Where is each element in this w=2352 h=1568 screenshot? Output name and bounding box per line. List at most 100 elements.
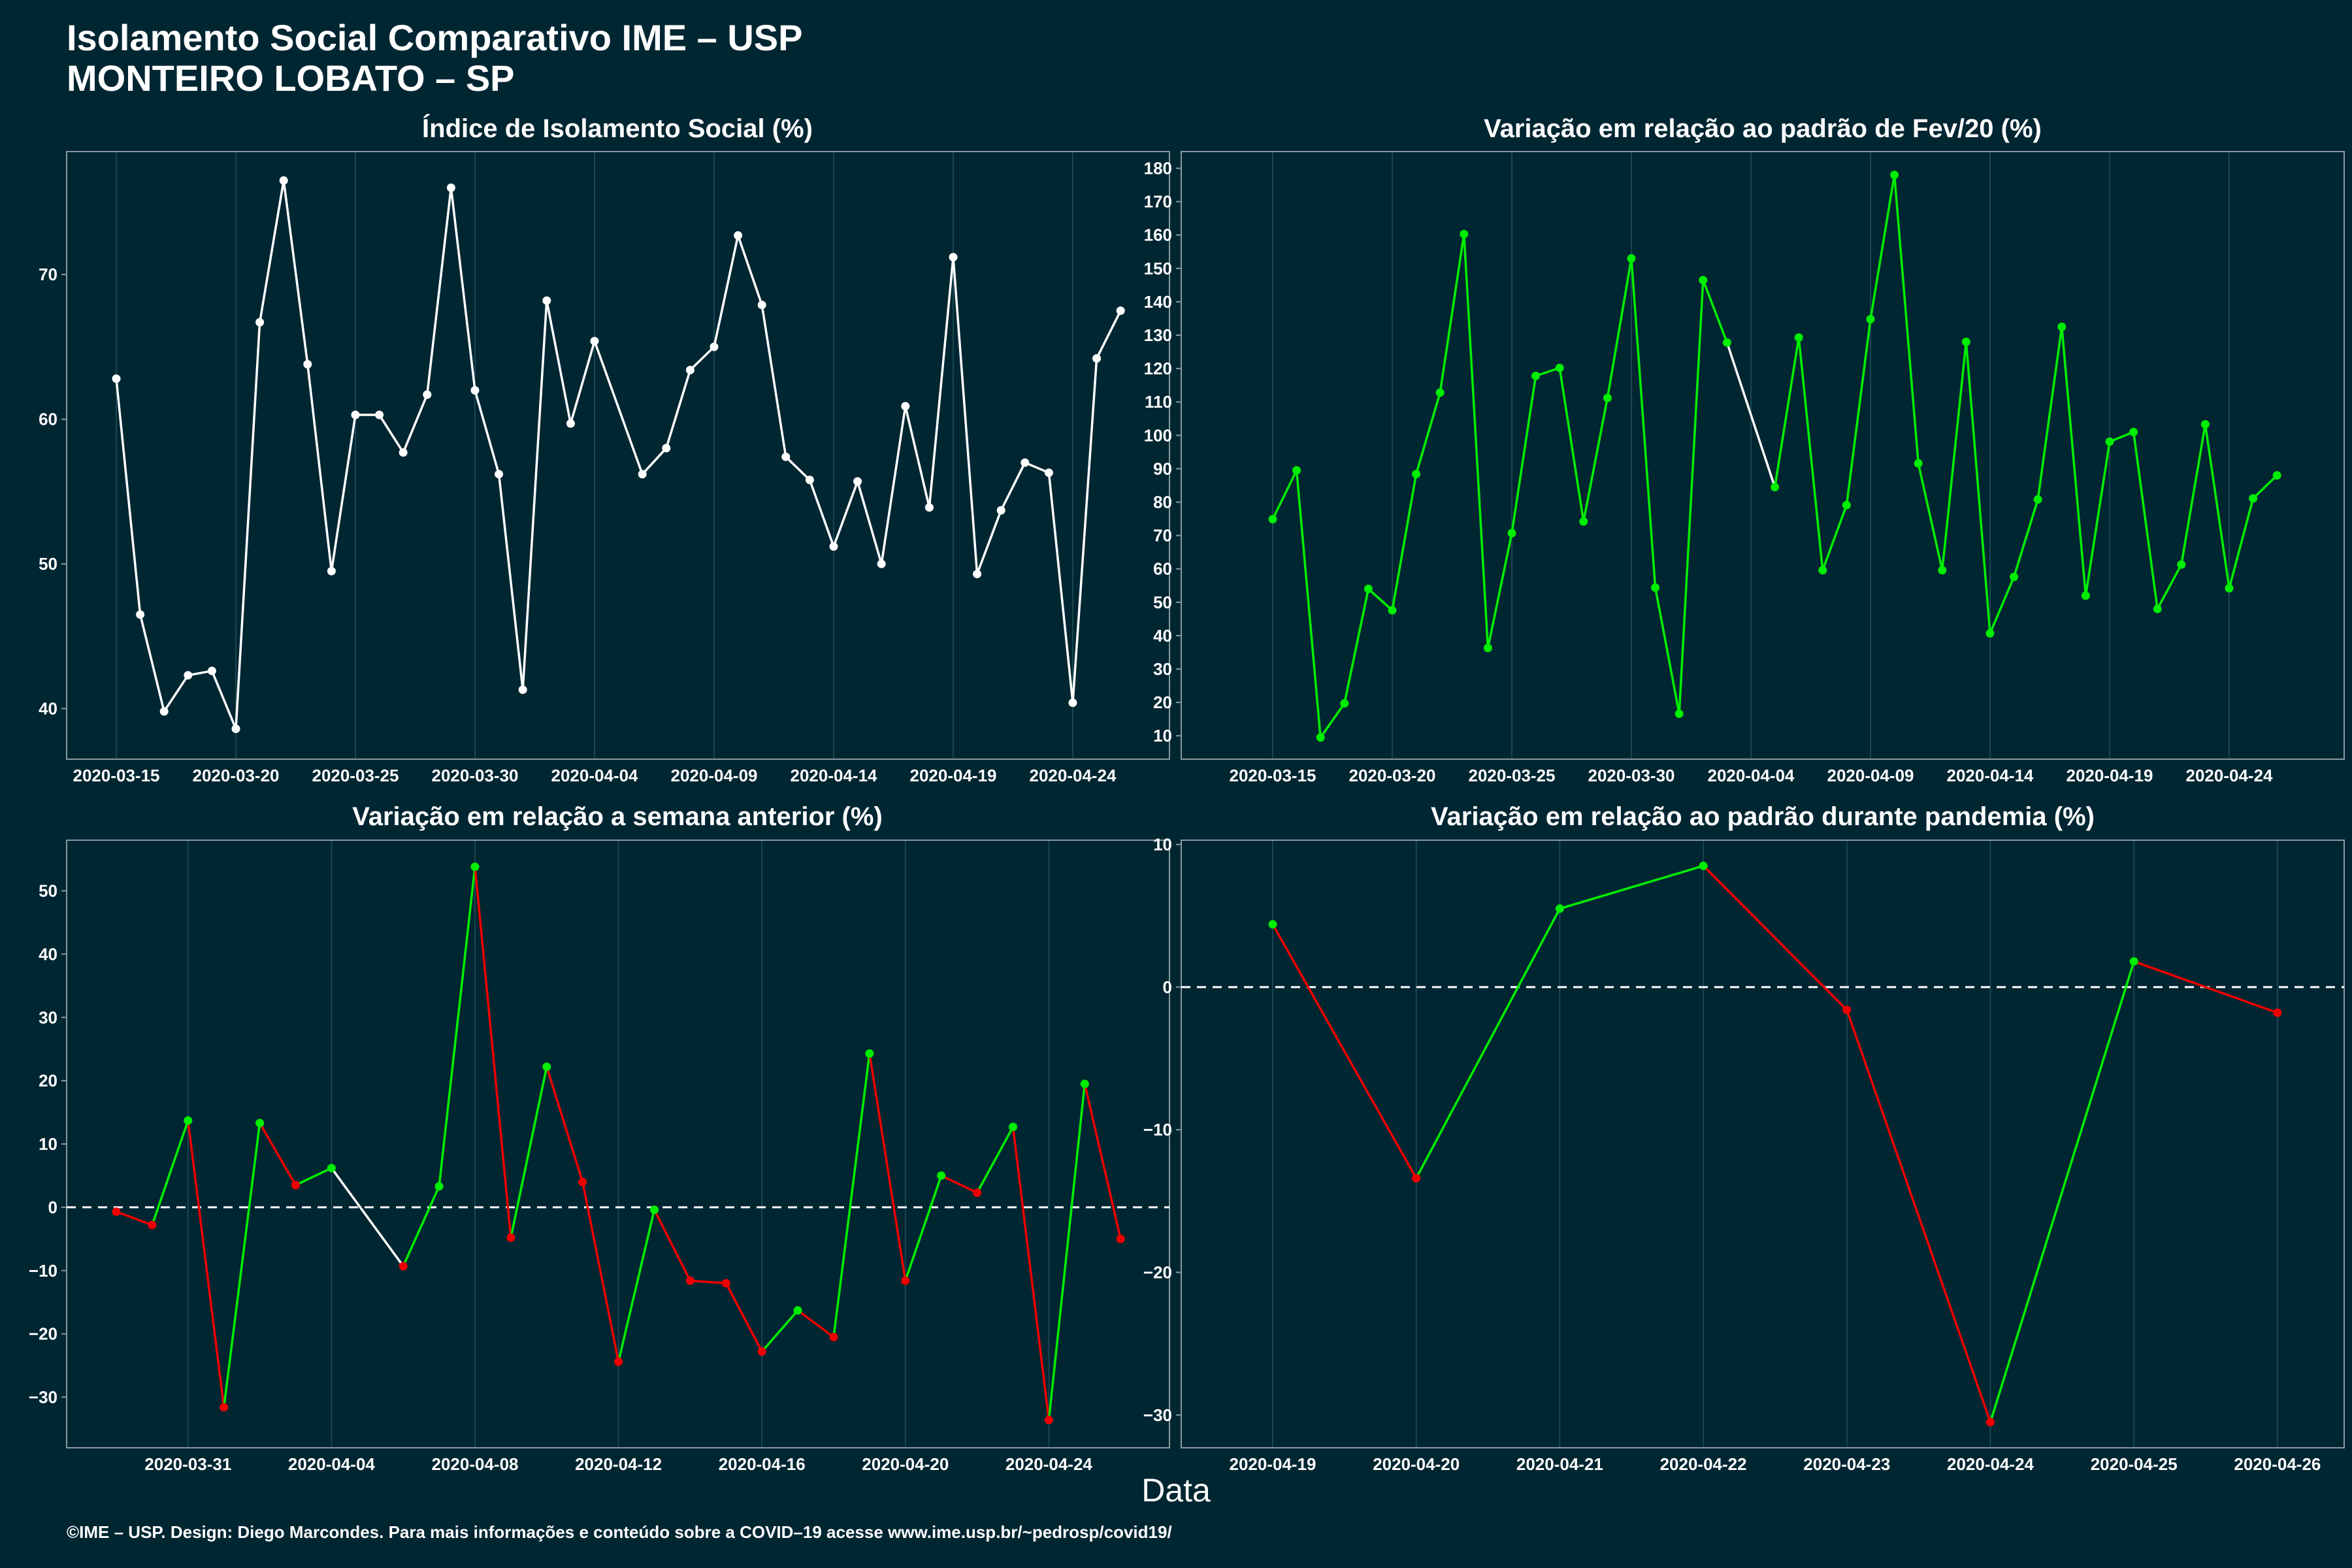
panel-frame <box>66 151 1170 760</box>
series-segment <box>2204 424 2230 589</box>
data-point <box>2153 604 2162 613</box>
series-segment <box>1486 532 1513 649</box>
data-point <box>1116 306 1125 316</box>
series-segment <box>521 300 548 690</box>
x-tick-label: 2020-04-04 <box>288 1454 376 1474</box>
series-segment <box>1047 472 1074 703</box>
series-segment <box>426 188 453 395</box>
y-tick-label: 120 <box>1144 359 1172 378</box>
series-segment <box>222 1122 261 1408</box>
x-tick-label: 2020-04-16 <box>719 1454 806 1474</box>
series-segment <box>1463 234 1490 648</box>
data-point <box>506 1233 515 1242</box>
data-point <box>865 1049 874 1058</box>
y-tick-label: 130 <box>1144 325 1172 345</box>
y-tick-label: −30 <box>1143 1405 1172 1425</box>
data-point <box>434 1182 444 1191</box>
data-point <box>996 506 1005 515</box>
series-segment <box>940 1174 978 1194</box>
series-segment <box>928 257 955 508</box>
series-segment <box>1271 923 1418 1179</box>
series-segment <box>1582 397 1609 522</box>
x-tick-label: 2020-04-24 <box>1005 1454 1093 1474</box>
series-segment <box>832 481 859 547</box>
data-point <box>303 360 312 368</box>
data-point <box>1961 337 1970 346</box>
data-point <box>590 336 599 346</box>
data-point <box>578 1177 587 1186</box>
data-point <box>638 470 647 479</box>
x-tick-label: 2020-04-19 <box>1230 1454 1316 1474</box>
data-point <box>231 725 240 733</box>
data-point <box>901 402 910 411</box>
data-point <box>1986 1418 1995 1427</box>
y-tick-label: 60 <box>1153 559 1172 579</box>
data-point <box>1699 276 1708 285</box>
series-segment <box>1702 865 1848 1011</box>
x-tick-label: 2020-04-20 <box>862 1454 949 1474</box>
data-point <box>220 1403 229 1412</box>
y-tick-label: 0 <box>48 1198 57 1217</box>
series-segment <box>880 406 907 564</box>
y-tick-label: 170 <box>1144 192 1172 212</box>
data-point <box>184 1116 193 1125</box>
panel-frame <box>1181 840 2345 1448</box>
series-segment <box>976 1126 1015 1194</box>
series-segment <box>330 414 357 572</box>
series-segment <box>1271 470 1298 520</box>
data-point <box>685 365 694 374</box>
data-point <box>1044 1415 1053 1424</box>
data-point <box>1364 584 1373 593</box>
series-segment <box>593 340 644 475</box>
data-point <box>721 1279 730 1288</box>
y-tick-label: 20 <box>1153 693 1172 712</box>
x-tick-label: 2020-04-19 <box>910 766 997 785</box>
series-segment <box>1415 907 1561 1179</box>
series-segment <box>546 300 572 424</box>
data-point <box>399 1262 408 1271</box>
series-segment <box>1439 233 1465 393</box>
data-point <box>1794 333 1803 342</box>
data-point <box>2129 427 2138 436</box>
data-point <box>1627 254 1636 263</box>
x-tick-label: 2020-04-24 <box>2186 766 2274 785</box>
series-segment <box>295 1167 333 1186</box>
series-segment <box>2180 424 2207 565</box>
series-segment <box>665 369 692 449</box>
series-segment <box>1702 280 1729 343</box>
x-tick-label: 2020-03-30 <box>1588 766 1675 785</box>
series-segment <box>2132 431 2159 610</box>
data-point <box>1890 171 1899 180</box>
x-tick-label: 2020-04-22 <box>1660 1454 1747 1474</box>
data-point <box>1068 698 1077 708</box>
series-segment <box>1989 576 2016 634</box>
x-tick-label: 2020-03-30 <box>432 766 519 785</box>
data-point <box>518 685 527 694</box>
y-tick-label: 40 <box>39 699 57 719</box>
series-segment <box>1965 342 1991 634</box>
series-segment <box>1678 280 1705 714</box>
series-segment <box>2012 498 2039 578</box>
series-segment <box>2133 960 2278 1014</box>
panel-title-isolation-index: Índice de Isolamento Social (%) <box>422 114 813 143</box>
data-point <box>184 671 193 680</box>
data-point <box>1340 699 1349 708</box>
series-segment <box>653 1209 691 1282</box>
x-tick-label: 2020-04-09 <box>671 766 758 785</box>
data-point <box>1435 388 1445 397</box>
y-tick-label: 160 <box>1144 225 1172 245</box>
y-tick-label: 150 <box>1144 259 1172 278</box>
data-point <box>470 385 480 395</box>
data-point <box>327 566 336 576</box>
series-segment <box>438 866 476 1187</box>
series-segment <box>474 866 512 1238</box>
data-point <box>685 1276 694 1285</box>
y-tick-label: 50 <box>39 554 57 574</box>
series-segment <box>1511 376 1537 534</box>
x-tick-label: 2020-04-23 <box>1803 1454 1890 1474</box>
panel-title-variation-week: Variação em relação a semana anterior (%… <box>352 802 883 831</box>
series-segment <box>581 1181 620 1362</box>
data-point <box>255 318 265 327</box>
series-segment <box>1559 864 1704 910</box>
panel-frame <box>1181 151 2345 760</box>
